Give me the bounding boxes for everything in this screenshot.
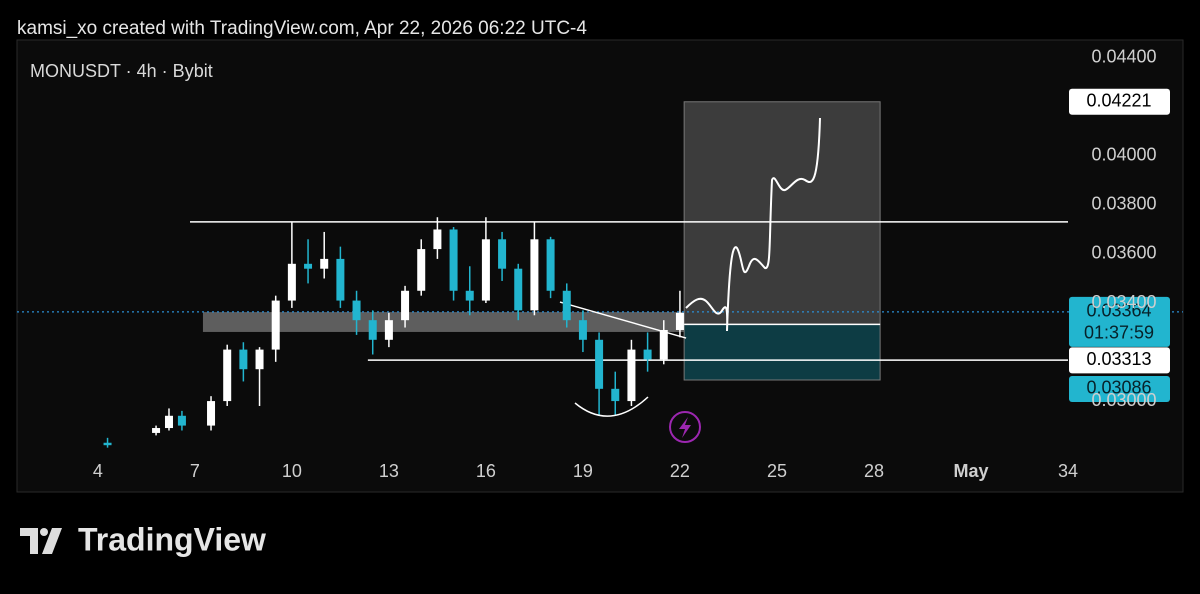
projection-drawing (685, 117, 821, 332)
y-tick-label: 0.03400 (1091, 292, 1156, 312)
candle-body (255, 349, 264, 370)
price-label: 0.03313 (1086, 349, 1151, 369)
candle-body (177, 415, 186, 426)
brand: TradingView (78, 521, 266, 557)
candle-body (352, 300, 361, 321)
x-tick-label: May (953, 461, 988, 481)
price-label-box (1069, 375, 1170, 402)
x-tick-label: 22 (670, 461, 690, 481)
zone (683, 101, 881, 325)
candle-body (207, 401, 216, 426)
candle-body (304, 263, 313, 269)
event-icon[interactable] (669, 411, 701, 443)
zone (683, 323, 881, 381)
x-tick-label: 13 (379, 461, 399, 481)
symbol-title: MONUSDT · 4h · Bybit (30, 61, 213, 81)
x-tick-label: 10 (282, 461, 302, 481)
candle-body (578, 320, 587, 340)
candle-body (449, 229, 458, 291)
candle-body (546, 239, 555, 291)
x-tick-label: 16 (476, 461, 496, 481)
x-tick-label: 28 (864, 461, 884, 481)
candle-body (287, 263, 296, 301)
candle-body (384, 320, 393, 340)
x-tick-label: 34 (1058, 461, 1078, 481)
candle-body (498, 239, 507, 269)
y-tick-label: 0.04400 (1091, 47, 1156, 67)
candle-body (320, 258, 329, 269)
y-tick-label: 0.03800 (1091, 194, 1156, 214)
candle-body (271, 300, 280, 350)
candle-body (675, 312, 684, 330)
logo-icon (20, 528, 62, 554)
candle-body (659, 329, 668, 360)
price-label: 0.03364 (1086, 301, 1151, 321)
lightning (679, 417, 691, 438)
candle-body (417, 249, 426, 291)
zone (202, 312, 800, 332)
candle-body (643, 349, 652, 360)
candle-body (530, 239, 539, 311)
x-tick-label: 19 (573, 461, 593, 481)
cup-drawing (574, 396, 649, 417)
candle-body (611, 388, 620, 402)
y-tick-label: 0.03000 (1091, 390, 1156, 410)
candle-body (595, 339, 604, 389)
price-label-box (1069, 88, 1170, 115)
chart-panel (16, 39, 1184, 493)
x-tick-label: 25 (767, 461, 787, 481)
price-label-box (1069, 347, 1170, 374)
candle-body (401, 290, 410, 321)
y-tick-label: 0.03600 (1091, 243, 1156, 263)
candle-body (465, 290, 474, 301)
price-label: 0.04221 (1086, 91, 1151, 111)
candle-body (103, 442, 112, 446)
price-label-box (1069, 296, 1170, 347)
candle-body (164, 415, 173, 429)
countdown: 01:37:59 (1084, 323, 1154, 343)
candle-body (223, 349, 232, 402)
candle-body (481, 239, 490, 301)
candle-body (239, 349, 248, 370)
candle-body (433, 229, 442, 250)
header: kamsi_xo created with TradingView.com, A… (17, 18, 587, 39)
candle-body (627, 349, 636, 402)
price-label: 0.03086 (1086, 378, 1151, 398)
x-tick-label: 4 (93, 461, 103, 481)
y-tick-label: 0.04000 (1091, 145, 1156, 165)
candle-body (514, 268, 523, 311)
x-tick-label: 7 (190, 461, 200, 481)
candle-body (562, 290, 571, 321)
candle-body (152, 428, 161, 433)
candle-body (368, 320, 377, 340)
candle-body (336, 258, 345, 301)
